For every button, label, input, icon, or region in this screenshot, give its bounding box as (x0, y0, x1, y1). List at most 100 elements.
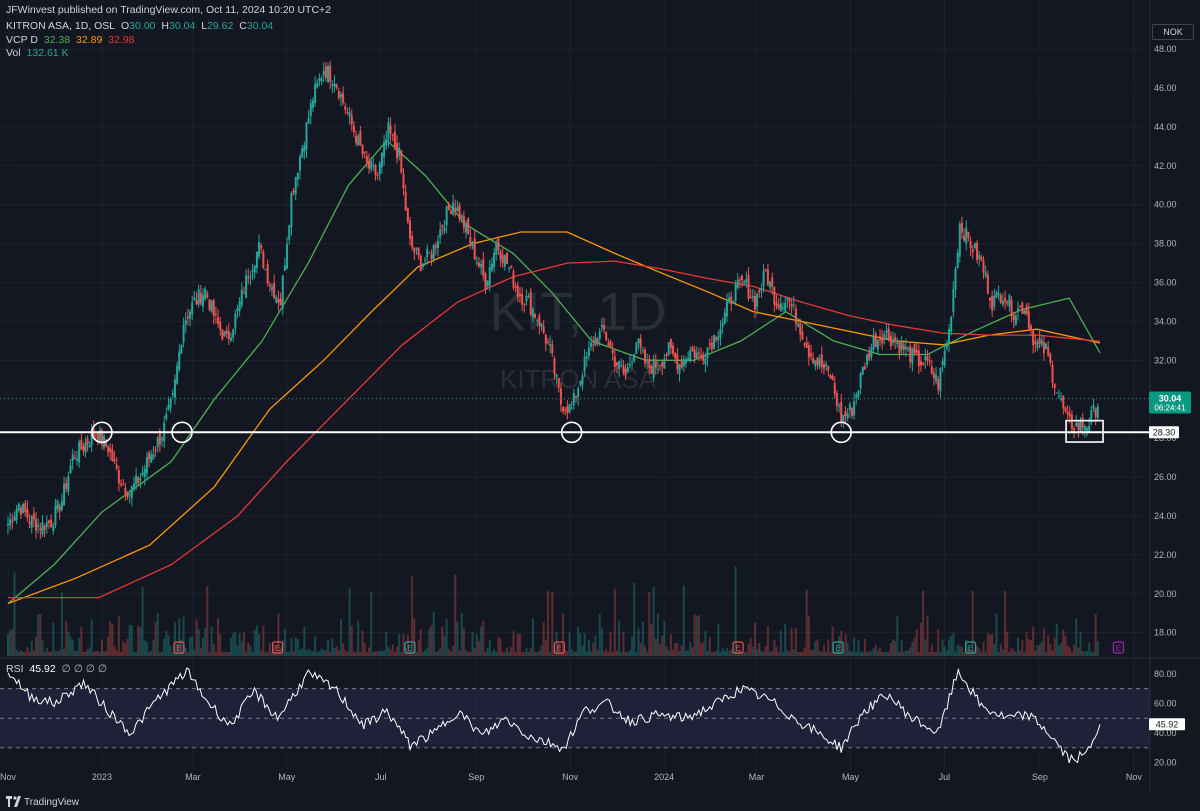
volume-bar (514, 651, 517, 656)
candle-body (299, 156, 302, 171)
candle-body (661, 361, 664, 367)
candle-body (732, 300, 735, 302)
volume-bar (264, 651, 267, 656)
volume-bar (415, 651, 418, 656)
candle-body (1017, 308, 1020, 312)
candle-body (564, 409, 567, 411)
candle-body (469, 236, 472, 244)
volume-bar (555, 631, 558, 656)
candle-body (1040, 340, 1043, 345)
consolidation-box[interactable] (1065, 419, 1104, 443)
time-axis[interactable]: Nov 2023 Mar May Jul Sep Nov 2024 Mar May Jul Sep No… (0, 772, 1142, 782)
candle-body (596, 338, 599, 344)
candle-body (551, 344, 554, 354)
volume-bar (786, 649, 789, 656)
candle-body (320, 78, 323, 82)
volume-bar (1001, 649, 1004, 656)
candle-body (553, 358, 556, 374)
candle-body (322, 71, 325, 76)
volume-bar (169, 645, 172, 656)
volume-bar (208, 651, 211, 656)
candle-body (924, 356, 927, 361)
volume-bar (454, 574, 457, 656)
candle-body (1038, 337, 1041, 344)
volume-bar (54, 650, 57, 656)
earnings-marker[interactable] (732, 641, 744, 654)
volume-bar (406, 634, 409, 656)
legend-rsi-row[interactable]: RSI 45.92 ∅ ∅ ∅ ∅ (6, 663, 110, 675)
volume-bar (615, 650, 618, 656)
candle-body (199, 292, 202, 304)
grid-lines (0, 0, 1200, 793)
last-price-value: 30.04 (1159, 393, 1182, 403)
earnings-marker[interactable] (173, 641, 185, 654)
legend-volume-row[interactable]: Vol 132.61 K (6, 47, 72, 59)
earnings-marker[interactable] (553, 641, 565, 654)
candle-body (275, 296, 278, 303)
candle-body (794, 308, 797, 324)
candle-body (58, 505, 61, 512)
volume-bar (881, 651, 884, 656)
candle-body (521, 294, 524, 305)
touch-circle[interactable] (171, 421, 193, 444)
candle-body (24, 503, 27, 513)
candle-body (497, 238, 500, 251)
candle-body (846, 413, 849, 419)
touch-circle[interactable] (91, 421, 113, 444)
candle-body (376, 175, 379, 177)
volume-bar (204, 627, 207, 656)
volume-bar (583, 633, 586, 656)
candle-body (292, 190, 295, 193)
volume-bar (413, 618, 416, 656)
currency-badge[interactable]: NOK (1152, 24, 1194, 40)
candle-body (167, 405, 170, 410)
candle-body (462, 216, 465, 228)
candle-body (352, 125, 355, 133)
volume-bar (309, 650, 312, 656)
candle-body (387, 122, 390, 140)
candle-body (712, 334, 715, 349)
earnings-marker[interactable] (832, 641, 844, 654)
volume-value: 132.61 K (26, 47, 69, 59)
touch-circle[interactable] (560, 421, 583, 444)
candle-body (363, 152, 366, 154)
candle-body (861, 366, 864, 375)
volume-bar (840, 630, 843, 656)
volume-bar (19, 650, 22, 656)
volume-bar (1049, 643, 1052, 656)
volume-bar (907, 650, 910, 656)
earnings-marker[interactable] (271, 641, 284, 654)
volume-bar (299, 649, 302, 656)
volume-bar (717, 623, 720, 656)
volume-bar (163, 638, 166, 656)
legend-vcp-row[interactable]: VCP D 32.38 32.89 32.98 (6, 34, 138, 46)
volume-bar (1021, 640, 1024, 656)
candle-body (1088, 425, 1091, 432)
volume-bar (238, 633, 241, 656)
candle-body (419, 255, 422, 271)
touch-circle[interactable] (830, 421, 853, 444)
volume-bar (628, 650, 631, 656)
candle-body (786, 298, 789, 300)
earnings-marker[interactable] (964, 641, 977, 654)
candle-body (562, 406, 565, 412)
earnings-marker-label: E (835, 644, 840, 653)
candle-body (421, 263, 424, 267)
candle-body (120, 484, 123, 486)
earnings-marker[interactable] (1112, 641, 1125, 654)
volume-bar (467, 651, 470, 656)
volume-bar (439, 648, 442, 656)
volume-bar (902, 651, 905, 656)
time-tick-label: 2023 (92, 772, 112, 782)
candle-body (240, 289, 243, 306)
candle-body (825, 364, 828, 367)
volume-bar (870, 651, 873, 656)
candle-body (887, 328, 890, 340)
candle-body (503, 254, 506, 267)
volume-bar (15, 649, 18, 656)
volume-bar (37, 614, 40, 656)
tradingview-logo-icon (6, 796, 21, 807)
earnings-marker[interactable] (404, 641, 416, 654)
candle-body (594, 337, 597, 346)
